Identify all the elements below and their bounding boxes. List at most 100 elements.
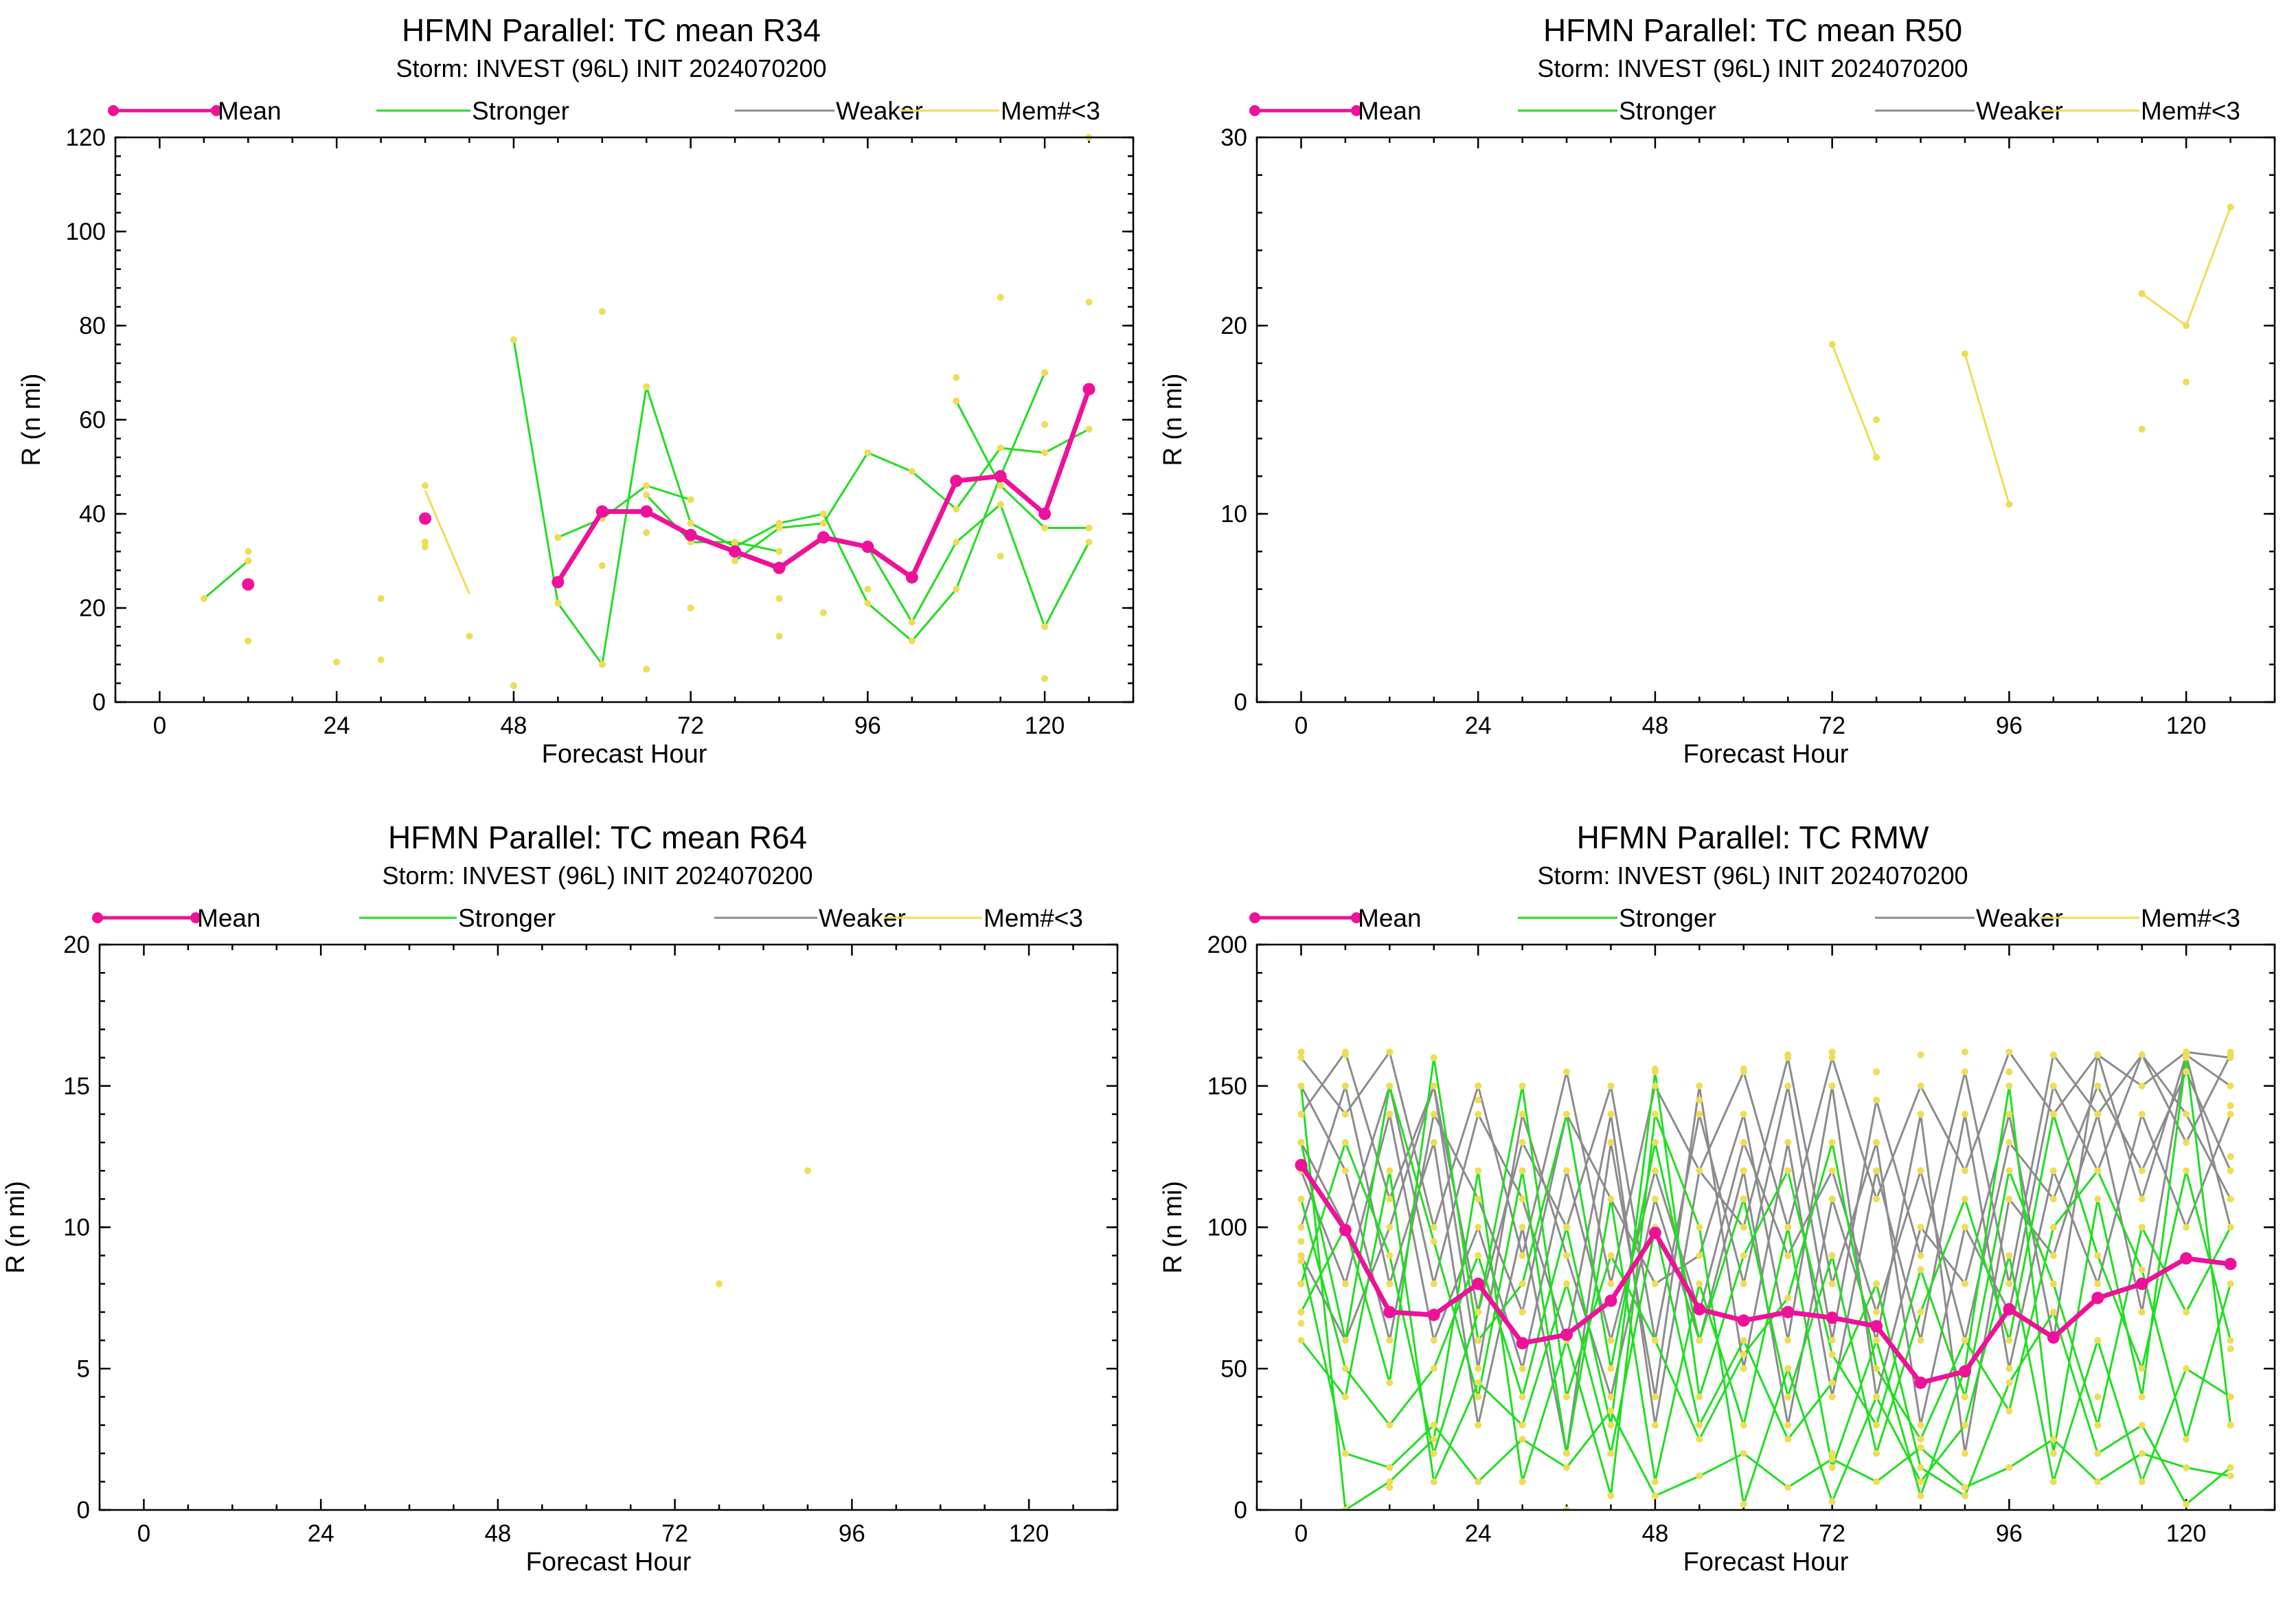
mean-point (1516, 1337, 1529, 1350)
mem-lt-3-point (1961, 1421, 1968, 1429)
mem-lt-3-line-0 (1831, 343, 1878, 458)
y-tick-label: 200 (1207, 932, 1247, 958)
legend-mean: Mean (1249, 97, 1422, 125)
plot-frame (98, 943, 1119, 1511)
chart-title: HFMN Parallel: TC mean R50 (1543, 12, 1962, 48)
legend-marker (92, 912, 103, 923)
legend-marker (1249, 105, 1260, 116)
mem-lt-3-point (2094, 1167, 2102, 1175)
mem-lt-3-point (2138, 1365, 2146, 1373)
mem-lt-3-point (1917, 1223, 1924, 1231)
x-axis-title: Forecast Hour (1683, 740, 1849, 769)
mem-lt-3-point (1519, 1421, 1526, 1429)
mem-lt-3-point (1873, 1280, 1880, 1287)
mem-lt-3-point (1341, 1337, 1349, 1344)
y-tick-label: 20 (79, 595, 106, 622)
mem-lt-3-point (1651, 1082, 1659, 1090)
mem-lt-3-point (2094, 1421, 2102, 1429)
mem-lt-3-point (2094, 1252, 2102, 1259)
mem-lt-3-point (1828, 1464, 1836, 1471)
mem-lt-3-point (1519, 1280, 1526, 1287)
mem-lt-3-point (1386, 1337, 1394, 1344)
mem-lt-3-point (2094, 1478, 2102, 1485)
mean-point (2224, 1257, 2237, 1270)
mem-lt-3-point (953, 397, 960, 405)
mem-lt-3-point (2005, 1280, 2013, 1287)
mem-lt-3-point (1828, 1082, 1836, 1090)
mem-lt-3-point (1297, 1139, 1305, 1147)
mem-lt-3-point (245, 637, 252, 644)
chart-subtitle: Storm: INVEST (96L) INIT 2024070200 (396, 54, 827, 82)
mem-lt-3-point (908, 618, 916, 626)
mem-lt-3-point (1651, 1110, 1659, 1118)
mem-lt-3-point (1341, 1280, 1349, 1287)
mem-lt-3-point (2049, 1167, 2057, 1175)
mem-lt-3-point (1828, 1280, 1836, 1287)
mem-lt-3-point (1430, 1436, 1437, 1443)
mem-lt-3-point (1651, 1337, 1659, 1344)
mem-lt-3-point (1784, 1393, 1792, 1401)
mem-lt-3-point (1696, 1167, 1703, 1175)
x-tick-label: 48 (484, 1520, 511, 1547)
mem-lt-3-point (1917, 1436, 1924, 1443)
mem-lt-3-point (1041, 623, 1049, 631)
mem-lt-3-point (1563, 1167, 1571, 1175)
mean-point (552, 576, 565, 589)
mem-lt-3-point (1041, 420, 1049, 428)
mem-lt-3-point (997, 482, 1004, 489)
mem-lt-3-point (1917, 1421, 1924, 1429)
mem-lt-3-point (1519, 1436, 1526, 1443)
mean-point (773, 561, 786, 574)
mem-lt-3-point (2049, 1082, 2057, 1090)
mem-lt-3-point (775, 519, 783, 527)
mem-lt-3-point (1651, 1421, 1659, 1429)
plot-area (1295, 1048, 2237, 1510)
mean-point (419, 512, 432, 525)
mem-lt-3-point (1784, 1436, 1792, 1443)
mem-lt-3-point (1740, 1167, 1747, 1175)
mem-lt-3-point (1740, 1500, 1747, 1508)
chart-subtitle: Storm: INVEST (96L) INIT 2024070200 (1538, 861, 1968, 890)
mem-lt-3-point (1740, 1337, 1747, 1344)
mem-lt-3-point (422, 543, 429, 550)
mem-lt-3-point (1740, 1139, 1747, 1147)
x-tick-label: 24 (1465, 1520, 1492, 1547)
x-tick-label: 72 (1819, 712, 1845, 739)
mean-point (1383, 1305, 1396, 1318)
y-tick-label: 50 (1220, 1355, 1247, 1382)
mean-point (2047, 1331, 2060, 1344)
x-tick-label: 0 (1295, 712, 1308, 739)
mem-lt-3-point (1784, 1484, 1792, 1491)
mem-lt-3-point (1519, 1478, 1526, 1485)
mem-lt-3-point (1696, 1280, 1703, 1287)
legend-marker (1249, 912, 1260, 923)
mem-lt-3-point (1961, 1068, 1968, 1076)
mem-lt-3-point (2094, 1195, 2102, 1203)
mem-lt-3-point (1873, 416, 1880, 423)
mem-lt-3-point (953, 374, 960, 381)
mem-lt-3-point (1386, 1252, 1394, 1259)
mem-lt-3-point (643, 482, 650, 489)
mem-lt-3-point (1297, 1337, 1305, 1344)
legend-marker (190, 912, 201, 923)
mem-lt-3-point (2227, 1464, 2234, 1471)
mean-point (2091, 1291, 2104, 1305)
mem-lt-3-point (1961, 1492, 1968, 1500)
x-tick-label: 48 (500, 712, 527, 739)
y-axis-title: R (n mi) (1, 1181, 30, 1274)
mem-lt-3-point (864, 585, 872, 593)
mem-lt-3-point (333, 658, 341, 666)
mem-lt-3-point (1740, 1110, 1747, 1118)
plot-area (716, 1167, 811, 1287)
mem-lt-3-point (2049, 1110, 2057, 1118)
mem-lt-3-point (1961, 1484, 1968, 1491)
legend-mean: Mean (92, 904, 261, 932)
y-tick-label: 150 (1207, 1073, 1247, 1100)
mem-lt-3-point (1873, 1478, 1880, 1485)
mem-lt-3-point (1607, 1421, 1615, 1429)
legend-mem-lt-3: Mem#<3 (900, 97, 1100, 125)
y-tick-label: 15 (63, 1073, 90, 1100)
plot-area (200, 134, 1095, 690)
mem-lt-3-point (2227, 1337, 2234, 1344)
